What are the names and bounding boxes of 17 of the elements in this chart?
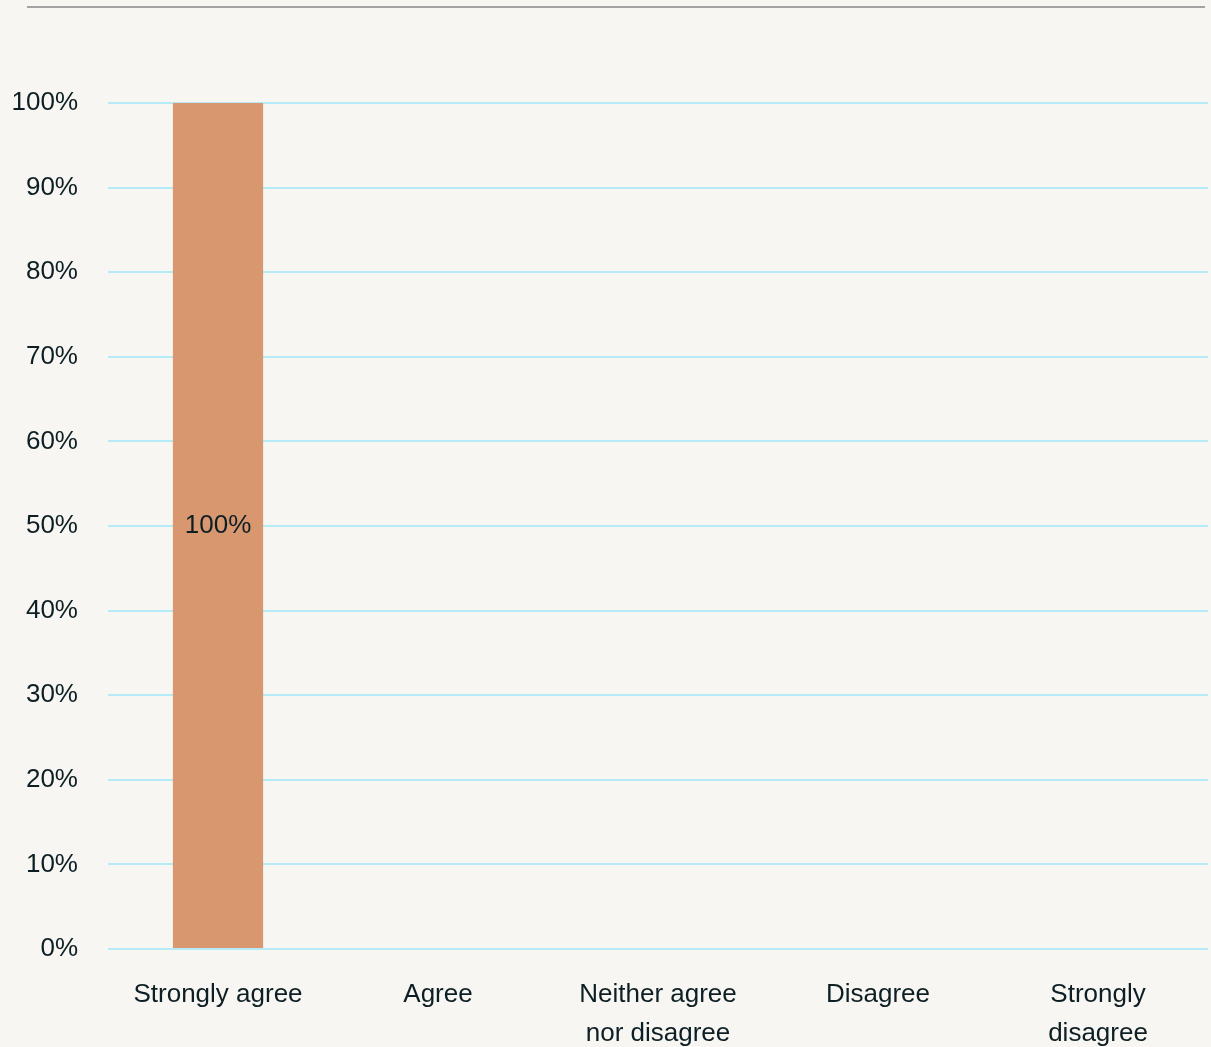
y-tick-label: 10%: [25, 847, 78, 878]
x-tick-label: Disagree: [825, 977, 931, 1008]
data-label: 100%: [184, 508, 252, 539]
y-tick-label: 40%: [25, 593, 78, 624]
y-tick-label: 100%: [11, 86, 78, 117]
y-tick-label: 50%: [25, 509, 78, 540]
y-tick-label: 20%: [25, 762, 78, 793]
x-tick-label: Agree: [403, 977, 473, 1008]
x-tick-label: Strongly disagree: [1048, 977, 1148, 1047]
y-tick-label: 0%: [40, 932, 78, 963]
x-tick-label: Strongly agree: [133, 977, 303, 1008]
y-tick-label: 80%: [25, 255, 78, 286]
y-tick-label: 70%: [25, 339, 78, 370]
y-tick-label: 30%: [25, 678, 78, 709]
y-tick-label: 90%: [25, 170, 78, 201]
y-tick-label: 60%: [25, 424, 78, 455]
x-tick-label: Neither agree nor disagree: [579, 977, 737, 1047]
